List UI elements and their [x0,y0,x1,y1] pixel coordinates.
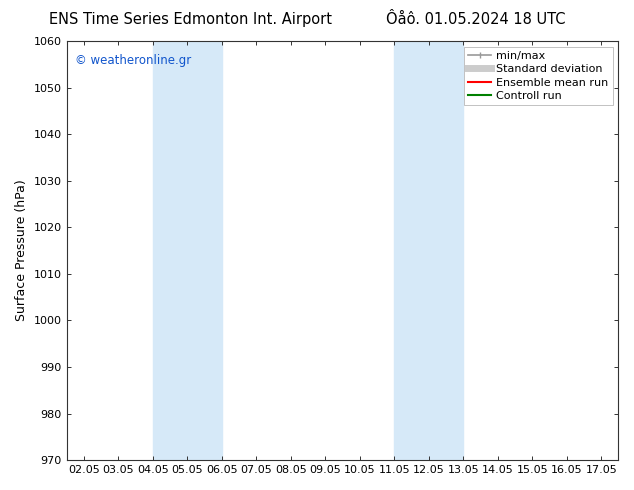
Text: ENS Time Series Edmonton Int. Airport: ENS Time Series Edmonton Int. Airport [49,12,332,27]
Text: © weatheronline.gr: © weatheronline.gr [75,53,191,67]
Bar [153,41,222,460]
Y-axis label: Surface Pressure (hPa): Surface Pressure (hPa) [15,180,28,321]
Bar [394,41,463,460]
Text: Ôåô. 01.05.2024 18 UTC: Ôåô. 01.05.2024 18 UTC [385,12,566,27]
Legend: min/max, Standard deviation, Ensemble mean run, Controll run: min/max, Standard deviation, Ensemble me… [464,47,613,105]
